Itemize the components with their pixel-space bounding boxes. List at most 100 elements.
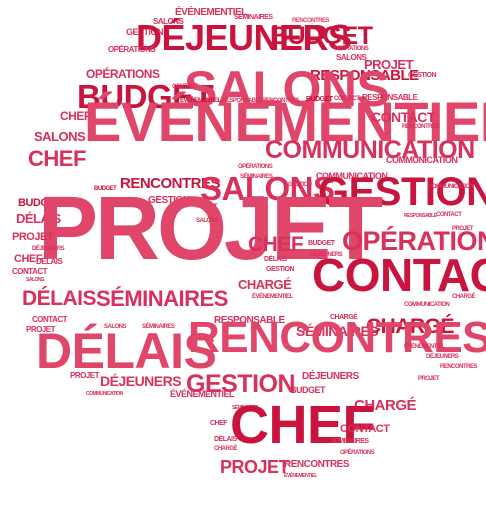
word-budget: BUDGET (94, 186, 117, 192)
word-salons: SALONS (336, 53, 367, 62)
word-communication: COMMUNICATION (316, 171, 388, 181)
word-projet: PROJET (364, 57, 414, 72)
word-evenementiel-large: ÉVÉNEMENTIEL (84, 90, 486, 153)
word-dejeuners: DÉJEUNERS (310, 252, 343, 258)
word-evenementiel: ÉVÉNEMENTIEL (180, 98, 221, 104)
word-delais: DÉLAIS (264, 256, 287, 263)
word-chef: CHEF (210, 420, 228, 427)
word-projet: PROJET (12, 231, 54, 243)
word-chef: CHEF (14, 253, 42, 265)
word-delais: DÉLAIS (16, 211, 61, 226)
word-rencontres: RENCONTRES (262, 98, 300, 104)
word-communication: COMMUNICATION (428, 184, 474, 190)
word-projet: PROJET (70, 371, 100, 380)
word-rencontres: RENCONTRES (292, 18, 330, 24)
word-seminaires: SÉMINAIRES (330, 438, 369, 445)
word-charge: CHARGÉ (354, 397, 417, 414)
word-gestion: GESTION (266, 266, 295, 273)
word-charge: CHARGÉ (214, 446, 238, 452)
word-communication: COMMUNICATION (265, 136, 475, 164)
word-responsable: RESPONSABLE (404, 213, 437, 219)
word-dejeuners: DÉJEUNERS (32, 246, 65, 252)
word-operations: OPÉRATIONS (340, 450, 375, 456)
word-responsable: RESPONSABLE (214, 315, 285, 326)
word-delais: DÉLAIS (22, 287, 97, 310)
word-projet: PROJET (452, 226, 474, 232)
word-chef: CHEF (28, 146, 86, 171)
word-projet: PROJET (196, 204, 218, 210)
word-charge: CHARGÉ (366, 315, 455, 338)
word-charge: CHARGÉ (330, 314, 358, 321)
word-gestion-large: GESTION (318, 170, 486, 214)
word-salons: SALONS (34, 129, 86, 144)
word-gestion: GESTION (126, 27, 164, 37)
word-budget: BUDGET (308, 240, 335, 247)
word-responsable: RESPONSABLE (362, 93, 418, 102)
word-contact: CONTACT (172, 84, 198, 90)
word-dejeuners: DÉJEUNERS (136, 17, 352, 58)
word-operations-large: OPÉRATIONS (342, 226, 486, 256)
word-seminaires: SÉMINAIRES (142, 324, 175, 330)
word-seminaires: SÉMINAIRES (232, 405, 259, 411)
word-budget: BUDGET (306, 96, 333, 103)
word-budget: BUDGET (270, 22, 373, 50)
word-chef: CHEF (60, 109, 91, 123)
word-dejeuners: DÉJEUNERS (302, 371, 359, 382)
word-contact: CONTACT (12, 267, 48, 276)
word-contact: CONTACT (32, 315, 68, 324)
word-projet: PROJET (26, 325, 56, 334)
word-rencontres-large: RENCONTRES (188, 313, 486, 362)
word-evenementiel: ÉVÉNEMENTIEL (404, 344, 445, 350)
word-seminaires: SÉMINAIRES (240, 174, 273, 180)
word-contact: CONTACT (436, 212, 462, 218)
word-budget: BUDGET (18, 197, 62, 209)
word-dejeuners: DÉJEUNERS (100, 373, 182, 389)
word-salons-large: SALONS (184, 61, 390, 117)
word-contact-large: CONTACT (312, 249, 486, 301)
word-contact: CONTACT (334, 96, 360, 102)
word-contact: CONTACT (371, 109, 435, 125)
word-delais: DÉLAIS (214, 436, 237, 443)
word-budget: BUDGET (290, 385, 326, 395)
word-rencontres: RENCONTRES (120, 175, 221, 192)
word-seminaires: SÉMINAIRES (234, 14, 273, 21)
word-communication: COMMUNICATION (386, 155, 458, 165)
word-evenementiel: ÉVÉNEMENTIEL (252, 294, 293, 300)
word-budget: BUDGET (77, 78, 214, 115)
word-evenementiel: ÉVÉNEMENTIEL (284, 473, 317, 479)
word-contact: CONTACT (340, 423, 390, 435)
word-gestion: GESTION (186, 370, 296, 398)
word-operations: OPÉRATIONS (238, 164, 273, 170)
word-projet: PROJET (418, 376, 440, 382)
word-communication: COMMUNICATION (404, 302, 450, 308)
word-salons: SALONS (104, 324, 127, 330)
word-salons: SALONS (196, 218, 219, 224)
word-evenementiel: ÉVÉNEMENTIEL (170, 389, 235, 399)
word-gestion: GESTION (288, 182, 312, 188)
word-rencontres: RENCONTRES (284, 459, 350, 470)
word-gestion: GESTION (148, 195, 190, 206)
word-seminaires: SÉMINAIRES (296, 323, 379, 339)
word-operations: OPÉRATIONS (108, 45, 156, 54)
word-delais: DÉLAIS (36, 257, 63, 266)
word-salons: SALONS (153, 17, 184, 26)
word-evenementiel: ÉVÉNEMENTIEL (175, 7, 247, 18)
word-chef-large: CHEF (230, 395, 376, 455)
word-seminaires: SÉMINAIRES (96, 286, 228, 311)
word-dejeuners: DÉJEUNERS (426, 354, 459, 360)
word-responsable: RESPONSABLE (222, 98, 263, 104)
word-charge: CHARGÉ (452, 294, 476, 300)
word-rencontres: RENCONTRES (440, 364, 478, 370)
word-rencontres: RENCONTRES (402, 124, 440, 130)
word-chef: CHEF (248, 233, 304, 256)
word-operations: OPÉRATIONS (86, 67, 160, 81)
word-projet: PROJET (220, 457, 290, 477)
word-delais-large: DÉLAIS (36, 323, 217, 379)
word-projet-large: PROJET (38, 179, 383, 279)
word-responsable: RESPONSABLE (310, 67, 419, 84)
word-charge: CHARGÉ (238, 277, 292, 292)
word-salons: SALONS (26, 277, 44, 283)
word-salons: SALONS (200, 170, 335, 207)
word-communication: COMMUNICATION (86, 391, 123, 397)
